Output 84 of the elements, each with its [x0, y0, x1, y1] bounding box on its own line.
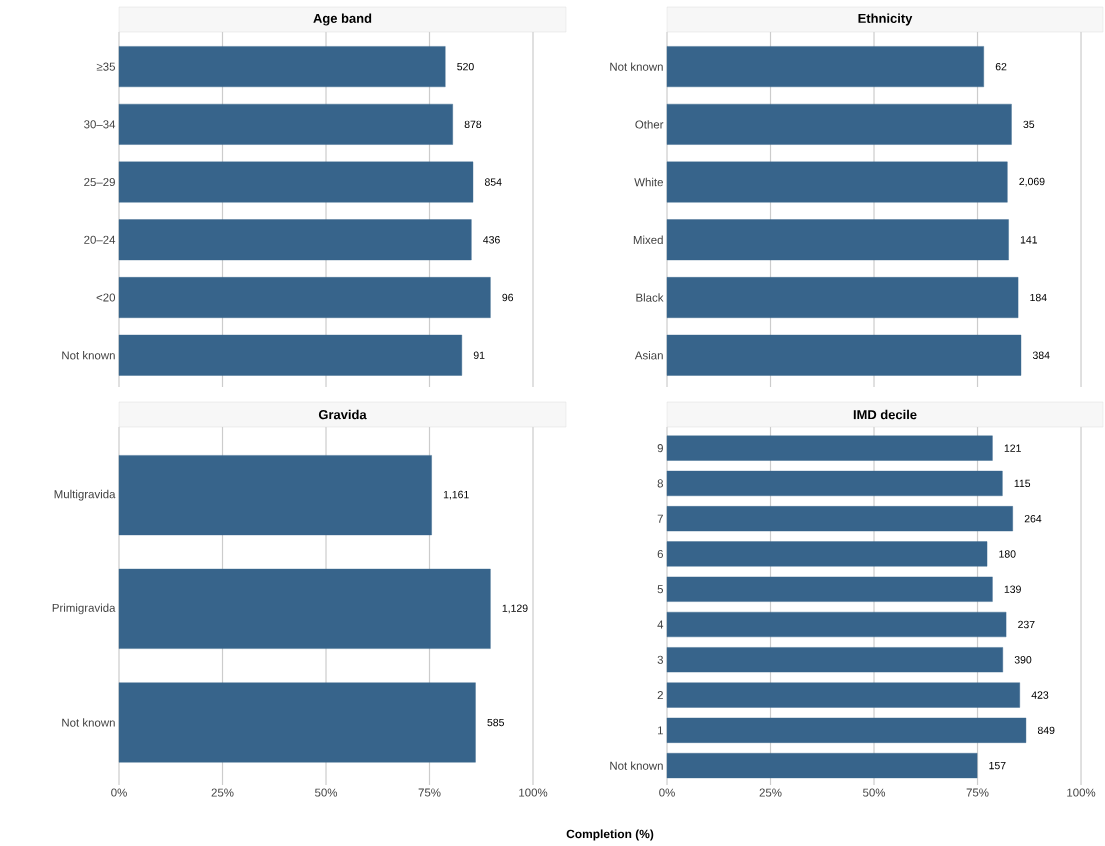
y-tick-label: 2 — [657, 691, 663, 700]
chart-title: IMD decile — [853, 409, 917, 420]
x-tick-label: 75% — [418, 788, 441, 797]
bar — [666, 682, 1020, 708]
bar — [118, 103, 453, 145]
y-tick-label: 3 — [657, 655, 663, 664]
y-tick-label: 9 — [657, 444, 663, 453]
bar — [666, 576, 993, 602]
annotation: 2,069 — [1019, 177, 1045, 187]
x-tick-label: 0% — [111, 788, 127, 797]
y-tick-label: Not known — [610, 761, 663, 770]
annotation: 237 — [1018, 620, 1035, 629]
annotation: 390 — [1014, 656, 1032, 664]
bar — [118, 277, 491, 318]
x-tick-label: 50% — [315, 788, 338, 797]
y-tick-label: Not known — [610, 62, 663, 71]
chart-title: Age band — [313, 13, 372, 26]
bar — [666, 506, 1013, 532]
annotation: 423 — [1031, 691, 1049, 699]
bar — [666, 717, 1027, 743]
annotation: 878 — [464, 120, 482, 129]
annotation: 157 — [989, 761, 1006, 770]
x-tick-label: 25% — [759, 788, 782, 797]
annotation: 1,129 — [502, 604, 528, 614]
y-tick-label: Not known — [62, 351, 115, 360]
y-tick-label: 6 — [657, 549, 663, 559]
bar — [666, 753, 978, 779]
bar — [118, 334, 462, 376]
y-tick-label: Black — [636, 293, 664, 302]
y-tick-label: Not known — [62, 718, 115, 727]
y-tick-label: 1 — [657, 726, 663, 735]
annotation: 1,161 — [443, 490, 469, 500]
y-tick-label: 20–24 — [84, 235, 116, 244]
bar — [118, 568, 491, 649]
bar — [118, 219, 472, 261]
annotation: 384 — [1032, 351, 1050, 359]
annotation: 35 — [1023, 120, 1035, 129]
bar — [118, 46, 446, 88]
x-tick-label: 75% — [966, 788, 989, 797]
bar — [118, 161, 474, 203]
x-tick-label: 50% — [863, 788, 886, 797]
annotation: 96 — [502, 293, 514, 302]
chart-title: Gravida — [318, 409, 367, 420]
y-tick-label: Other — [635, 120, 664, 129]
chart-title: Ethnicity — [858, 13, 913, 26]
annotation: 115 — [1014, 479, 1031, 488]
annotation: 264 — [1024, 515, 1042, 523]
bar — [666, 611, 1007, 638]
annotation: 520 — [457, 62, 474, 71]
annotation: 436 — [483, 236, 500, 244]
x-axis-title: Completion (%) — [566, 829, 654, 841]
annotation: 180 — [999, 550, 1016, 558]
y-tick-label: Primigravida — [52, 603, 116, 615]
y-tick-label: 7 — [657, 514, 663, 523]
annotation: 91 — [473, 351, 485, 359]
bar — [118, 455, 432, 536]
y-tick-label: 25–29 — [84, 178, 115, 187]
y-tick-label: ≥35 — [96, 62, 116, 71]
annotation: 141 — [1020, 236, 1038, 244]
y-tick-label: Mixed — [633, 235, 663, 244]
bar — [666, 647, 1003, 673]
x-tick-label: 100% — [1067, 788, 1096, 797]
y-tick-label: 4 — [657, 620, 664, 629]
annotation: 121 — [1004, 444, 1021, 452]
annotation: 849 — [1037, 726, 1055, 735]
bar — [666, 435, 993, 461]
bar — [666, 470, 1003, 496]
x-tick-label: 0% — [659, 788, 675, 797]
annotation: 62 — [995, 62, 1007, 71]
annotation: 139 — [1004, 585, 1021, 593]
annotation: 184 — [1030, 293, 1047, 302]
y-tick-label: <20 — [96, 293, 116, 302]
bar — [666, 541, 988, 567]
y-tick-label: 8 — [657, 479, 663, 488]
y-tick-label: Multigravida — [54, 489, 116, 501]
y-tick-label: 5 — [657, 585, 664, 594]
annotation: 854 — [484, 178, 502, 186]
y-tick-label: Asian — [634, 351, 663, 360]
annotation: 585 — [487, 718, 504, 727]
y-tick-label: White — [634, 177, 663, 187]
bar — [118, 682, 476, 763]
x-tick-label: 100% — [519, 788, 548, 797]
x-tick-label: 25% — [211, 788, 234, 797]
y-tick-label: 30–34 — [84, 120, 116, 129]
